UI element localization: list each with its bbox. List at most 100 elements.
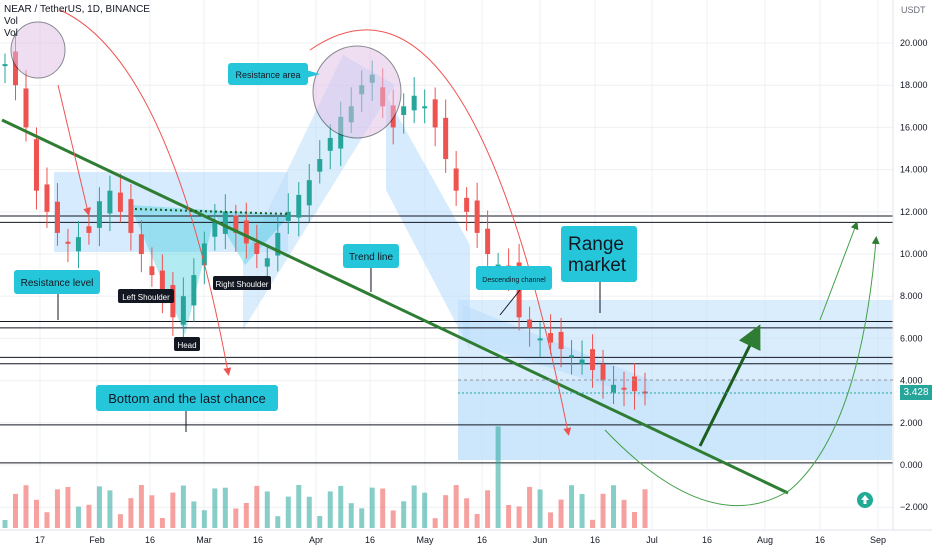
candle-body — [296, 194, 302, 218]
volume-bar — [243, 503, 249, 528]
y-tick-label: 20.000 — [900, 38, 928, 48]
candle-body — [306, 180, 312, 206]
green-arc — [604, 236, 880, 507]
arrow-up-icon — [861, 495, 869, 504]
candle-body — [317, 159, 323, 172]
candle-body — [275, 232, 281, 256]
candle-body — [149, 266, 155, 276]
x-tick-label: Jul — [646, 535, 658, 545]
candle-body — [443, 117, 449, 160]
candle-body — [485, 228, 491, 254]
candles — [2, 33, 648, 410]
volume-bar — [107, 490, 113, 528]
candle-body — [86, 226, 92, 233]
candle-body — [233, 215, 239, 233]
candle-body — [23, 88, 29, 128]
scroll-to-realtime-button[interactable] — [857, 492, 873, 508]
candle-body — [285, 211, 291, 221]
candle-body — [548, 333, 554, 343]
label-right-shoulder: Right Shoulder — [213, 276, 271, 290]
candle-body — [621, 387, 627, 390]
candle-body — [138, 234, 144, 254]
y-tick-label: 2.000 — [900, 418, 923, 428]
volume-bar — [579, 494, 585, 528]
volume-bar — [390, 510, 396, 528]
volume-bars — [2, 426, 648, 528]
candle-body — [75, 237, 81, 252]
volume-bar — [128, 498, 134, 528]
red-arc-1 — [59, 9, 232, 376]
volume-bar — [65, 486, 71, 528]
volume-bar — [590, 519, 596, 528]
volume-bar — [233, 508, 239, 528]
volume-bar — [222, 487, 228, 528]
y-tick-label: −2.000 — [900, 502, 928, 512]
left-shoulder-text: Left Shoulder — [122, 293, 170, 302]
candle-body — [558, 331, 564, 349]
x-tick-label: 17 — [35, 535, 45, 545]
horizontal-levels — [0, 215, 893, 464]
green-thick-arrow — [698, 324, 761, 447]
volume-bar — [96, 486, 102, 528]
callout-range-market: Range market — [561, 226, 637, 313]
candle-body — [54, 201, 60, 233]
volume-bar — [422, 492, 428, 528]
candle-body — [180, 296, 186, 325]
range-market-text-2: market — [568, 255, 627, 276]
vol-label-1: Vol — [4, 16, 18, 27]
candle-body — [201, 243, 207, 266]
x-tick-label: 16 — [253, 535, 263, 545]
volume-bar — [380, 488, 386, 528]
x-tick-label: 16 — [702, 535, 712, 545]
volume-bar — [285, 496, 291, 528]
volume-bar — [275, 516, 281, 528]
callout-resistance-area: Resistance area — [228, 63, 320, 85]
candle-body — [422, 106, 428, 109]
candle-body — [128, 199, 134, 233]
candle-body — [474, 200, 480, 233]
bottom-text: Bottom and the last chance — [108, 391, 266, 406]
y-tick-label: 4.000 — [900, 376, 923, 386]
callout-bottom: Bottom and the last chance — [96, 385, 278, 432]
volume-bar — [54, 489, 60, 528]
volume-bar — [138, 485, 144, 528]
red-arrow-small — [57, 84, 91, 216]
volume-bar — [86, 504, 92, 528]
callout-trend-line: Trend line — [343, 244, 399, 292]
volume-bar — [401, 501, 407, 528]
red-arc-2 — [309, 29, 572, 436]
volume-bar — [23, 485, 29, 528]
volume-bar — [558, 499, 564, 528]
volume-bar — [338, 485, 344, 528]
candle-body — [2, 64, 8, 67]
volume-bar — [348, 503, 354, 528]
x-tick-label: Jun — [533, 535, 548, 545]
volume-bar — [369, 487, 375, 528]
volume-bar — [600, 493, 606, 528]
x-tick-label: 16 — [365, 535, 375, 545]
volume-bar — [159, 517, 165, 528]
x-tick-label: May — [416, 535, 434, 545]
y-tick-label: 12.000 — [900, 207, 928, 217]
y-tick-label: 8.000 — [900, 291, 923, 301]
volume-bar — [212, 488, 218, 528]
candle-body — [411, 95, 417, 111]
candle-body — [44, 184, 50, 212]
candle-body — [527, 319, 533, 328]
x-tick-label: 16 — [145, 535, 155, 545]
volume-bar — [306, 496, 312, 528]
volume-bar — [33, 499, 39, 528]
volume-bar — [75, 506, 81, 528]
volume-bar — [632, 512, 638, 528]
label-left-shoulder: Left Shoulder — [118, 289, 174, 303]
y-tick-label: 18.000 — [900, 80, 928, 90]
x-tick-label: Feb — [89, 535, 105, 545]
candle-body — [432, 99, 438, 128]
x-tick-label: Aug — [757, 535, 773, 545]
volume-bar — [180, 485, 186, 528]
volume-bar — [296, 485, 302, 528]
volume-bar — [2, 520, 8, 528]
candle-body — [495, 264, 501, 267]
volume-bar — [464, 498, 470, 528]
volume-bar — [621, 499, 627, 528]
